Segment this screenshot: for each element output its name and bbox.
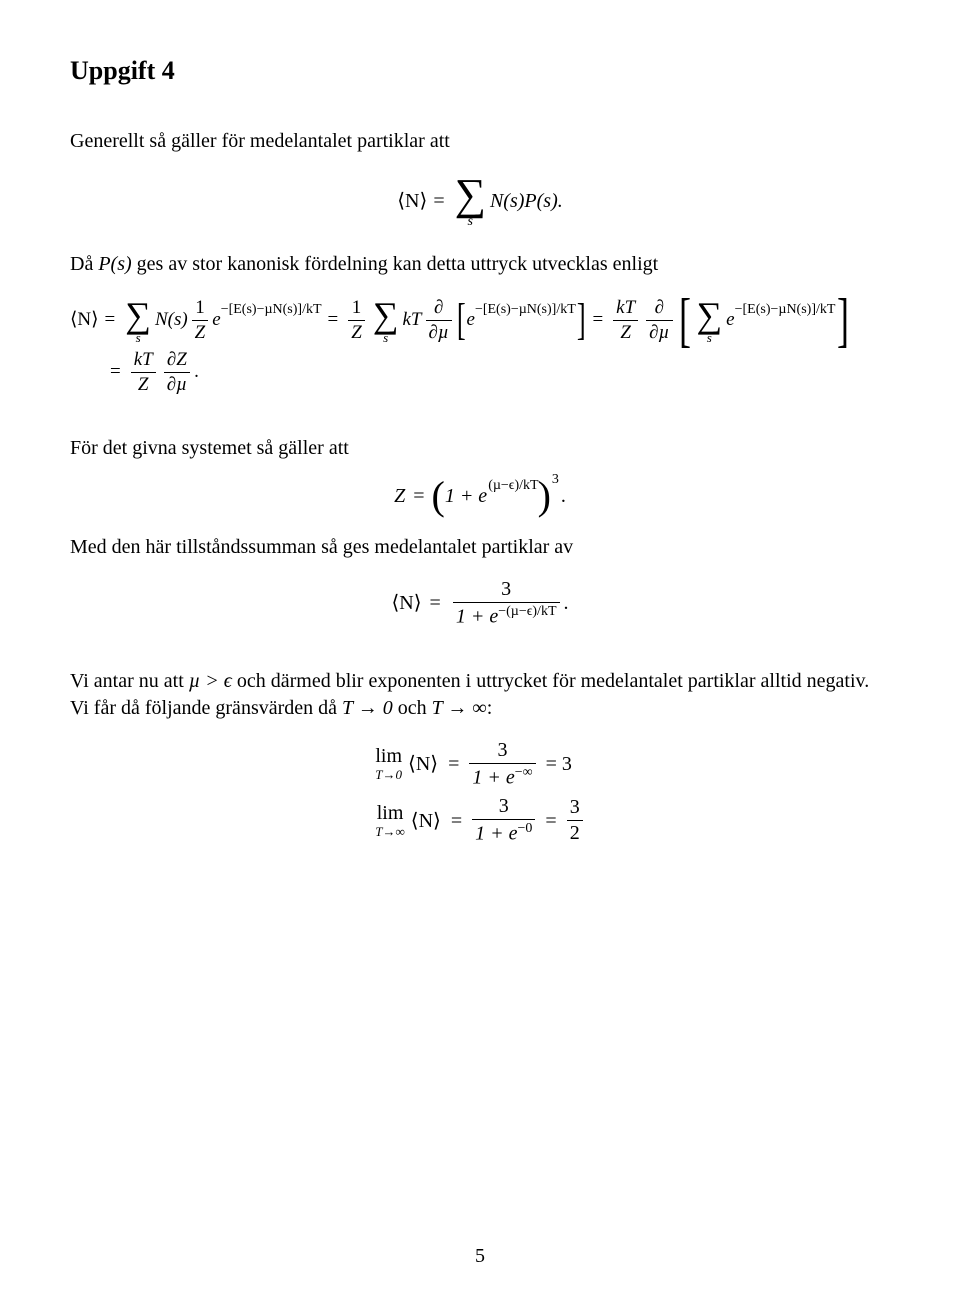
bracket-left: [	[678, 296, 690, 344]
equals: =	[545, 810, 556, 832]
lhs: ⟨N⟩	[391, 592, 421, 614]
text: ges av stor kanonisk fördelning kan dett…	[132, 253, 659, 275]
Z: Z	[394, 485, 405, 507]
text: Vi antar nu att	[70, 670, 189, 692]
paren-left: (	[431, 480, 444, 512]
kT: kT	[403, 310, 422, 331]
math-inline: µ > ϵ	[189, 670, 232, 692]
equals: =	[328, 310, 339, 331]
page-number: 5	[0, 1245, 960, 1268]
equation-3: Z = ( 1 + e(µ−ϵ)/kT ) 3 .	[70, 480, 890, 512]
paragraph-1: Generellt så gäller för medelantalet par…	[70, 128, 890, 155]
equals: =	[110, 362, 121, 383]
inner: 1 + e	[444, 485, 488, 507]
period: .	[561, 485, 566, 507]
exponent: −[E(s)−µN(s)]/kT	[221, 302, 322, 317]
fraction: 3 1 + e−(µ−ϵ)/kT	[453, 579, 560, 628]
fraction: 3 1 + e−∞	[469, 740, 535, 789]
period: .	[194, 362, 199, 383]
kT-over-Z: kT Z	[613, 298, 638, 343]
kT-over-Z: kT Z	[131, 350, 156, 395]
sum-sign: ∑ s	[455, 173, 486, 229]
text: och	[393, 697, 432, 719]
bracket-right: ]	[837, 296, 849, 344]
exponent: −[E(s)−µN(s)]/kT	[735, 302, 836, 317]
lhs: ⟨N⟩	[70, 310, 99, 331]
paragraph-3: För det givna systemet så gäller att	[70, 435, 890, 462]
equals: =	[413, 485, 424, 507]
summand: N(s)P(s).	[490, 190, 563, 212]
paragraph-2: Då P(s) ges av stor kanonisk fördelning …	[70, 251, 890, 278]
partial-over-mu: ∂ ∂µ	[426, 298, 452, 343]
equals: =	[592, 310, 603, 331]
equals: =	[433, 190, 444, 212]
equation-4: ⟨N⟩ = 3 1 + e−(µ−ϵ)/kT .	[70, 579, 890, 628]
equals: =	[430, 592, 441, 614]
dZ-over-dmu: ∂Z ∂µ	[164, 350, 190, 395]
period: .	[564, 592, 569, 614]
equals: =	[448, 753, 459, 775]
equation-5: lim T→0 ⟨N⟩ = 3 1 + e−∞ = 3 lim T→∞ ⟨N⟩ …	[70, 740, 890, 845]
math-inline: T → 0	[342, 697, 393, 719]
bracket-right: ]	[577, 302, 586, 337]
exponent: −[E(s)−µN(s)]/kT	[475, 302, 576, 317]
equation-1: ⟨N⟩ = ∑ s N(s)P(s).	[70, 173, 890, 229]
one-over-Z: 1 Z	[192, 298, 209, 343]
sum-sign: ∑ s	[373, 297, 399, 344]
paragraph-5: Vi antar nu att µ > ϵ och därmed blir ex…	[70, 668, 890, 722]
power: 3	[552, 472, 559, 487]
limit: lim T→∞	[375, 803, 405, 838]
math-inline: P(s)	[98, 253, 131, 275]
paragraph-4: Med den här tillståndssumman så ges mede…	[70, 534, 890, 561]
equals: =	[451, 810, 462, 832]
limit: lim T→0	[375, 746, 402, 781]
one-over-Z: 1 Z	[348, 298, 365, 343]
sum-sign: ∑ s	[125, 297, 151, 344]
exponent: (µ−ϵ)/kT	[488, 478, 538, 493]
N: ⟨N⟩	[408, 753, 438, 775]
text: :	[487, 697, 493, 719]
partial-over-mu: ∂ ∂µ	[646, 298, 672, 343]
fraction-result: 3 2	[567, 797, 583, 844]
fraction: 3 1 + e−0	[472, 796, 535, 845]
equals: =	[105, 310, 116, 331]
math-inline: T → ∞	[432, 697, 487, 719]
paren-right: )	[538, 480, 551, 512]
bracket-left: [	[457, 302, 466, 337]
expectation-N: ⟨N⟩	[397, 190, 427, 212]
section-title: Uppgift 4	[70, 56, 890, 86]
Ns: N(s)	[155, 310, 188, 331]
result: = 3	[546, 753, 572, 775]
text: Då	[70, 253, 98, 275]
equation-2: ⟨N⟩ = ∑ s N(s) 1 Z e−[E(s)−µN(s)]/kT = 1…	[70, 296, 890, 395]
N: ⟨N⟩	[411, 810, 441, 832]
sum-sign: ∑ s	[696, 297, 722, 344]
